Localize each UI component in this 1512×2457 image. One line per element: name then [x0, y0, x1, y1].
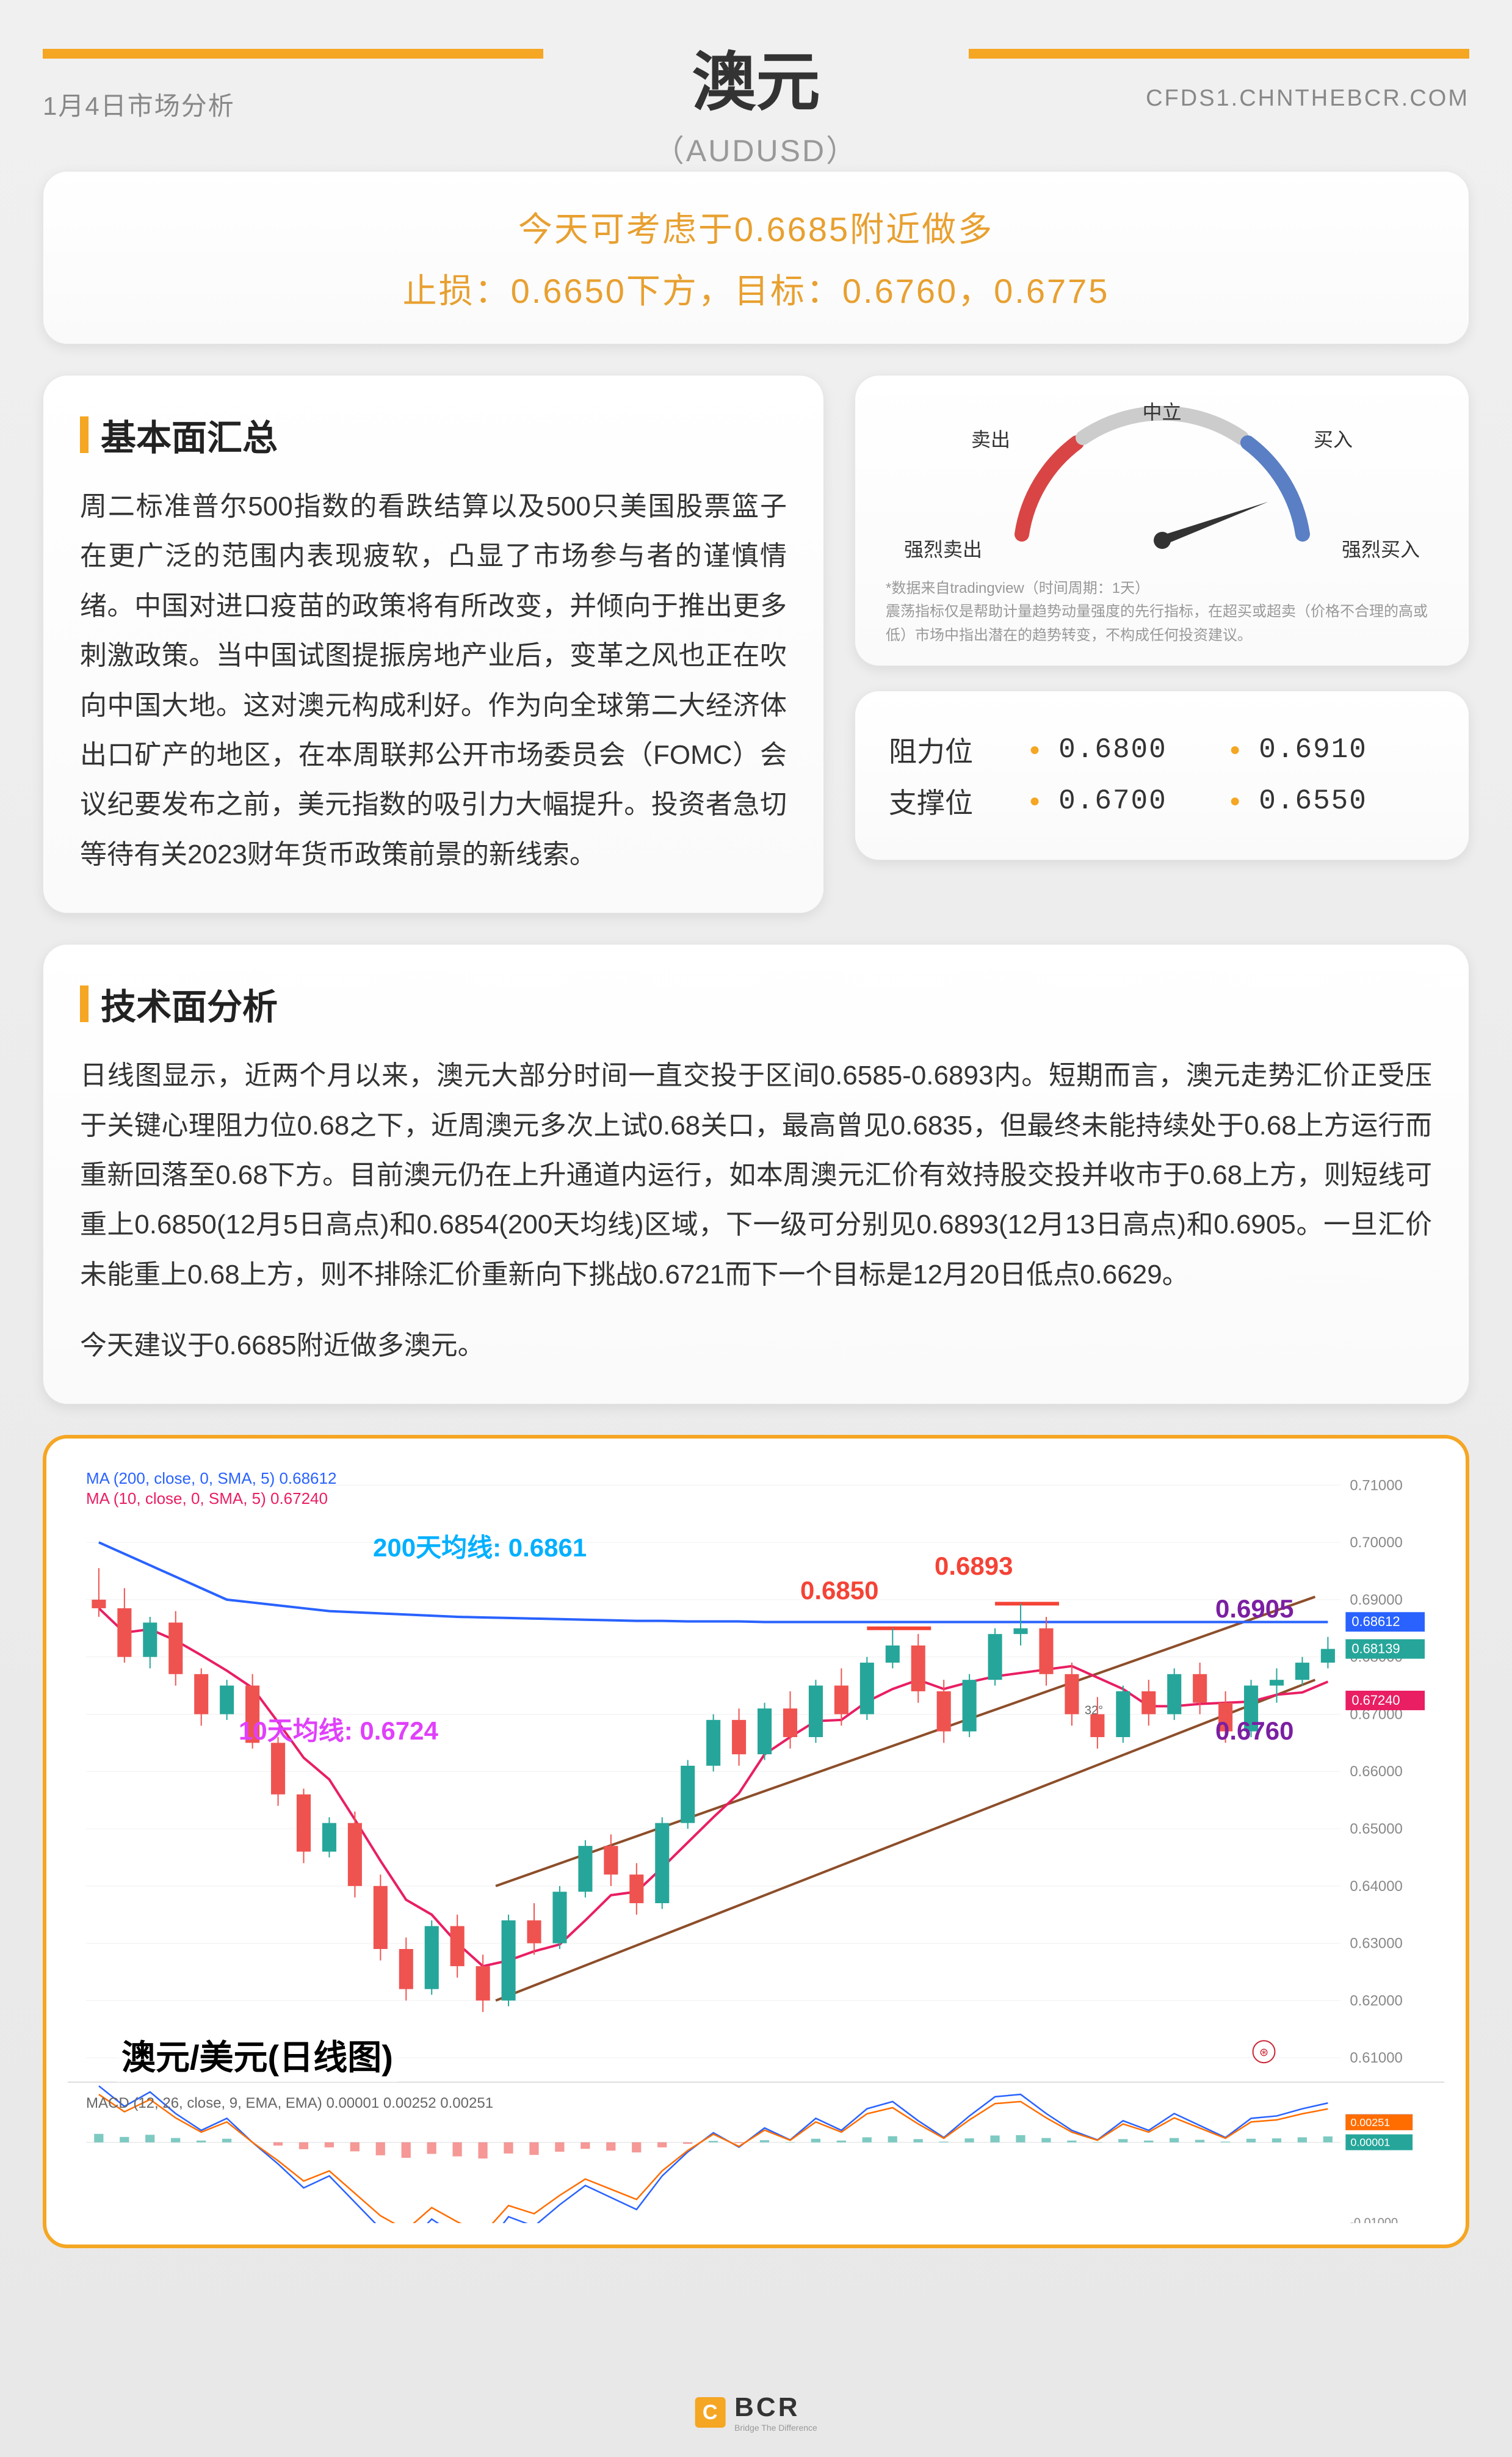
sentiment-gauge: 强烈卖出 卖出 中立 买入 强烈买入	[886, 400, 1438, 571]
url-label: CFDS1.CHNTHEBCR.COM	[1146, 85, 1469, 112]
svg-text:0.67240: 0.67240	[1351, 1693, 1400, 1708]
accent-line-left	[43, 49, 543, 59]
svg-text:0.68139: 0.68139	[1351, 1641, 1400, 1657]
svg-text:0.65000: 0.65000	[1350, 1821, 1403, 1837]
technical-body: 日线图显示，近两个月以来，澳元大部分时间一直交投于区间0.6585-0.6893…	[80, 1051, 1432, 1299]
gauge-buy: 买入	[1314, 424, 1353, 452]
resistance-row: 阻力位 ● 0.6800 ● 0.6910	[889, 730, 1435, 770]
technical-title-text: 技术面分析	[101, 978, 278, 1029]
technical-recommendation: 今天建议于0.6685附近做多澳元。	[80, 1321, 1432, 1370]
resistance-1: 0.6800	[1058, 734, 1211, 766]
dot-icon: ●	[1229, 739, 1240, 760]
trend1-anno: 0.6905	[1215, 1594, 1293, 1624]
trend2-anno: 0.6760	[1215, 1716, 1293, 1746]
ma10-anno: 10天均线: 0.6724	[239, 1710, 438, 1747]
svg-text:0.69000: 0.69000	[1350, 1592, 1403, 1608]
right-column: 强烈卖出 卖出 中立 买入 强烈买入 *数据来自tradingview（时间周期…	[855, 375, 1469, 913]
price-chart: 0.61000 0.62000 0.63000 0.64000 0.65000 0.660…	[68, 1460, 1444, 2223]
title-accent	[80, 416, 89, 453]
resistance-label: 阻力位	[889, 730, 1011, 770]
svg-text:0.62000: 0.62000	[1350, 1993, 1403, 2009]
macd-label: MACD (12, 26, close, 9, EMA, EMA) 0.0000…	[86, 2095, 493, 2112]
chart-card: 0.61000 0.62000 0.63000 0.64000 0.65000 0.660…	[43, 1435, 1469, 2248]
fundamentals-card: 基本面汇总 周二标准普尔500指数的看跌结算以及500只美国股票篮子在更广泛的范…	[43, 375, 824, 913]
accent-line-right	[969, 49, 1469, 59]
levels-card: 阻力位 ● 0.6800 ● 0.6910 支撑位 ● 0.6700 ● 0.6…	[855, 691, 1469, 860]
technical-title: 技术面分析	[80, 978, 1432, 1029]
svg-text:0.66000: 0.66000	[1350, 1764, 1403, 1780]
gauge-sell: 卖出	[971, 424, 1010, 452]
title-block: 澳元 （AUDUSD）	[654, 31, 858, 170]
svg-text:0.61000: 0.61000	[1350, 2050, 1403, 2067]
mid-row: 基本面汇总 周二标准普尔500指数的看跌结算以及500只美国股票篮子在更广泛的范…	[43, 375, 1469, 913]
title-accent	[80, 985, 89, 1022]
ma10-label: MA (10, close, 0, SMA, 5) 0.67240	[86, 1489, 328, 1508]
fundamentals-body: 周二标准普尔500指数的看跌结算以及500只美国股票篮子在更广泛的范围内表现疲软…	[80, 482, 787, 879]
gauge-neutral: 中立	[1142, 397, 1181, 425]
gauge-strong-buy: 强烈买入	[1342, 534, 1420, 562]
resistance-2: 0.6910	[1259, 734, 1411, 766]
high1-anno: 0.6850	[800, 1576, 878, 1605]
chart-title: 澳元/美元(日线图)	[117, 2028, 398, 2082]
header: 1月4日市场分析 澳元 （AUDUSD） CFDS1.CHNTHEBCR.COM	[43, 37, 1469, 147]
signal-sl-tp: 止损：0.6650下方，目标：0.6760，0.6775	[74, 264, 1438, 313]
dot-icon: ●	[1229, 791, 1240, 811]
date-label: 1月4日市场分析	[43, 85, 235, 123]
svg-text:0.71000: 0.71000	[1350, 1478, 1403, 1494]
svg-text:0.68612: 0.68612	[1351, 1614, 1400, 1630]
svg-text:0.00251: 0.00251	[1350, 2116, 1390, 2129]
footer-brand: BCR	[734, 2392, 800, 2422]
title-main: 澳元	[654, 31, 858, 123]
support-label: 支撑位	[889, 781, 1011, 821]
support-row: 支撑位 ● 0.6700 ● 0.6550	[889, 781, 1435, 821]
title-sub: （AUDUSD）	[654, 126, 858, 170]
svg-text:0.63000: 0.63000	[1350, 1936, 1403, 1952]
footer: C BCR Bridge The Difference	[695, 2392, 817, 2433]
svg-text:-0.01000: -0.01000	[1350, 2216, 1398, 2223]
high2-anno: 0.6893	[935, 1552, 1013, 1581]
support-2: 0.6550	[1259, 785, 1411, 817]
footer-tagline: Bridge The Difference	[734, 2423, 817, 2433]
svg-text:0.00001: 0.00001	[1350, 2136, 1390, 2149]
dot-icon: ●	[1029, 739, 1040, 760]
gauge-note: *数据来自tradingview（时间周期：1天） 震荡指标仅是帮助计量趋势动量…	[886, 577, 1438, 647]
bcr-logo-icon: C	[695, 2397, 725, 2428]
gauge-strong-sell: 强烈卖出	[904, 534, 982, 562]
ma200-label: MA (200, close, 0, SMA, 5) 0.68612	[86, 1469, 336, 1488]
svg-text:0.64000: 0.64000	[1350, 1878, 1403, 1895]
gauge-card: 强烈卖出 卖出 中立 买入 强烈买入 *数据来自tradingview（时间周期…	[855, 375, 1469, 666]
fundamentals-title-text: 基本面汇总	[101, 409, 278, 460]
ma200-anno: 200天均线: 0.6861	[373, 1527, 587, 1564]
signal-entry: 今天可考虑于0.6685附近做多	[74, 202, 1438, 252]
technical-card: 技术面分析 日线图显示，近两个月以来，澳元大部分时间一直交投于区间0.6585-…	[43, 944, 1469, 1404]
svg-text:⊛: ⊛	[1259, 2047, 1268, 2059]
footer-brand-block: BCR Bridge The Difference	[734, 2392, 817, 2433]
dot-icon: ●	[1029, 791, 1040, 811]
svg-text:0.70000: 0.70000	[1350, 1535, 1403, 1552]
fundamentals-title: 基本面汇总	[80, 409, 787, 460]
support-1: 0.6700	[1058, 785, 1211, 817]
signal-card: 今天可考虑于0.6685附近做多 止损：0.6650下方，目标：0.6760，0…	[43, 171, 1469, 344]
